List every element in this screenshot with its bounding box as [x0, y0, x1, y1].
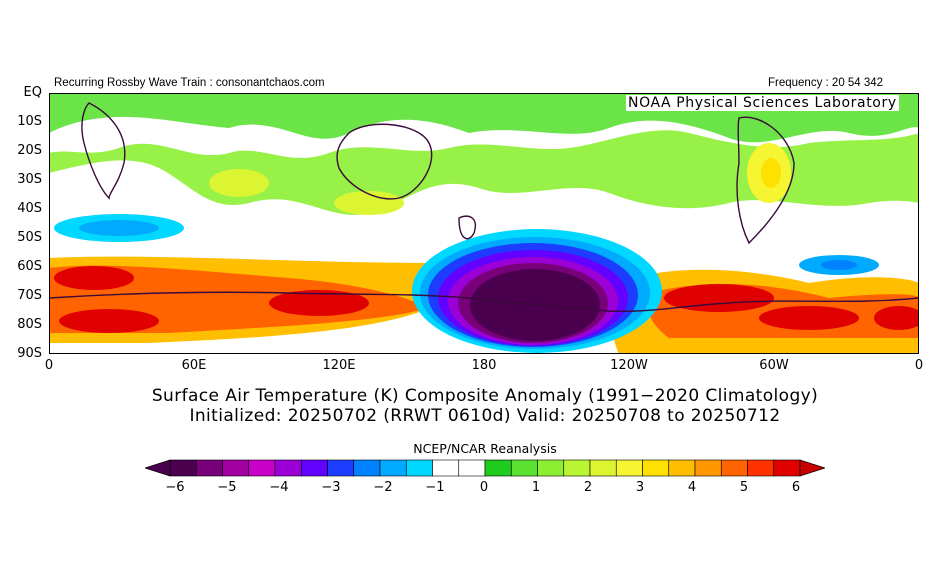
warm-patch — [761, 158, 781, 188]
colorbar-cell — [353, 459, 381, 477]
colorbar-cell — [773, 459, 801, 477]
colorbar-cell — [274, 459, 302, 477]
new-zealand-coast — [458, 215, 476, 240]
x-label-180: 180 — [471, 358, 497, 373]
colorbar-label: 5 — [739, 480, 749, 495]
colorbar-cell — [169, 459, 197, 477]
colorbar-label: −6 — [165, 480, 185, 495]
colorbar-cell — [563, 459, 591, 477]
y-label-50s: 50S — [17, 230, 42, 245]
colorbar-cell — [458, 459, 486, 477]
colorbar-label: 6 — [791, 480, 801, 495]
x-label-0-end: 0 — [914, 358, 924, 373]
y-label-eq: EQ — [23, 85, 42, 100]
map-title-line2: Initialized: 20250702 (RRWT 0610d) Valid… — [189, 406, 781, 426]
colorbar-cell — [642, 459, 670, 477]
map-frame — [49, 93, 919, 354]
warm-core — [269, 290, 369, 316]
anomaly-map — [49, 93, 919, 354]
colorbar-max-arrow — [799, 459, 825, 477]
antarctica-coast — [49, 291, 919, 313]
warm-patch — [334, 191, 404, 215]
colorbar-cell — [510, 459, 538, 477]
x-label-0: 0 — [44, 358, 54, 373]
colorbar-label: 4 — [687, 480, 697, 495]
y-label-90s: 90S — [17, 346, 42, 361]
africa-coast — [81, 102, 126, 200]
colorbar-cell — [615, 459, 643, 477]
warm-patch — [209, 169, 269, 197]
colorbar-label: −3 — [321, 480, 341, 495]
colorbar — [145, 459, 825, 477]
y-label-80s: 80S — [17, 317, 42, 332]
subtropics-anomaly — [49, 130, 919, 215]
colorbar-label: 0 — [479, 480, 489, 495]
warm-core — [874, 306, 919, 330]
colorbar-label: −2 — [373, 480, 393, 495]
colorbar-cell — [195, 459, 223, 477]
colorbar-cell — [537, 459, 565, 477]
colorbar-cell — [405, 459, 433, 477]
frequency-label: Frequency : 20 54 342 — [768, 77, 884, 89]
colorbar-cell — [668, 459, 696, 477]
site-credit: Recurring Rossby Wave Train : consonantc… — [54, 77, 325, 89]
colorbar-label: 1 — [531, 480, 541, 495]
y-label-10s: 10S — [17, 114, 42, 129]
y-label-30s: 30S — [17, 172, 42, 187]
warm-core — [664, 284, 774, 312]
south-america-coast — [736, 116, 795, 245]
coastlines — [49, 102, 919, 313]
cold-patch — [821, 260, 857, 270]
lab-name: NOAA Physical Sciences Laboratory — [626, 95, 899, 111]
colorbar-label: 3 — [635, 480, 645, 495]
y-label-60s: 60S — [17, 259, 42, 274]
warm-core — [54, 266, 134, 290]
colorbar-cell — [379, 459, 407, 477]
x-label-60e: 60E — [181, 358, 207, 373]
colorbar-min-arrow — [145, 459, 171, 477]
x-label-60w: 60W — [759, 358, 789, 373]
colorbar-label: −5 — [217, 480, 237, 495]
colorbar-cell — [589, 459, 617, 477]
colorbar-cell — [300, 459, 328, 477]
colorbar-cell — [222, 459, 250, 477]
y-label-70s: 70S — [17, 288, 42, 303]
colorbar-cell — [747, 459, 775, 477]
colorbar-label: 2 — [583, 480, 593, 495]
colorbar-cell — [327, 459, 355, 477]
cold-patch — [79, 220, 159, 236]
warm-core — [759, 306, 859, 330]
colorbar-label: −1 — [425, 480, 445, 495]
data-source-label: NCEP/NCAR Reanalysis — [413, 441, 557, 456]
colorbar-cell — [720, 459, 748, 477]
y-label-40s: 40S — [17, 201, 42, 216]
colorbar-cell — [484, 459, 512, 477]
australia-coast — [336, 123, 433, 200]
map-title-line1: Surface Air Temperature (K) Composite An… — [151, 386, 819, 406]
colorbar-cell — [694, 459, 722, 477]
colorbar-label: −4 — [269, 480, 289, 495]
warm-core — [59, 309, 159, 333]
colorbar-cell — [432, 459, 460, 477]
x-label-120w: 120W — [610, 358, 648, 373]
y-label-20s: 20S — [17, 143, 42, 158]
x-label-120e: 120E — [322, 358, 356, 373]
colorbar-cell — [248, 459, 276, 477]
